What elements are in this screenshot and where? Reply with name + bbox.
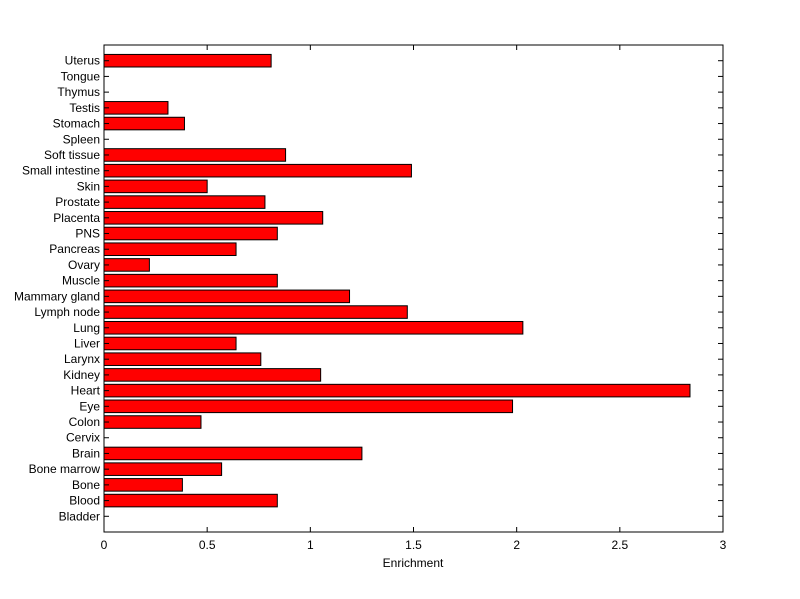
bar: [103, 179, 208, 194]
y-tick-label: Small intestine: [22, 164, 100, 178]
y-tick-label: PNS: [75, 227, 100, 241]
y-tick-label: Uterus: [65, 54, 100, 68]
y-tick-label: Thymus: [57, 85, 100, 99]
bar: [103, 148, 287, 162]
bar: [103, 211, 324, 225]
bar: [103, 289, 351, 304]
bar: [103, 462, 223, 476]
y-tick-label: Ovary: [68, 258, 100, 272]
bar: [103, 101, 169, 115]
x-axis: 0 0.5 1 1.5 2 2.5 3: [101, 45, 727, 552]
y-tick-label: Colon: [69, 415, 100, 429]
bar: [103, 493, 278, 508]
y-tick-label: Stomach: [53, 117, 100, 131]
y-tick-label: Placenta: [53, 211, 100, 225]
y-tick-label: Liver: [74, 336, 100, 350]
y-tick-label: Cervix: [66, 431, 100, 445]
y-tick-label: Spleen: [63, 132, 100, 146]
bar: [103, 273, 278, 288]
bar: [103, 399, 514, 414]
x-tick-label: 2.5: [611, 538, 628, 552]
bar: [103, 163, 412, 178]
bar: [103, 258, 150, 272]
y-tick-label: Heart: [71, 384, 101, 398]
y-tick-label: Soft tissue: [44, 148, 100, 162]
y-tick-label: Muscle: [62, 274, 100, 288]
x-tick-label: 1: [307, 538, 314, 552]
y-tick-label: Testis: [69, 101, 100, 115]
y-tick-label: Pancreas: [49, 242, 100, 256]
bar: [103, 352, 262, 366]
x-tick-label: 1.5: [405, 538, 422, 552]
bar: [103, 195, 266, 209]
y-tick-label: Bone: [72, 478, 100, 492]
bar: [103, 383, 691, 398]
x-tick-label: 0: [101, 538, 108, 552]
y-tick-label: Eye: [79, 399, 100, 413]
y-tick-label: Skin: [77, 179, 100, 193]
x-tick-label: 3: [720, 538, 727, 552]
bars-layer: [103, 53, 691, 508]
x-tick-label: 0.5: [199, 538, 216, 552]
bar: [103, 53, 272, 68]
y-tick-label: Tongue: [61, 69, 101, 83]
y-tick-label: Brain: [72, 446, 100, 460]
y-tick-label: Kidney: [63, 368, 100, 382]
y-tick-label: Bone marrow: [29, 462, 101, 476]
x-axis-title: Enrichment: [383, 556, 444, 570]
bar: [103, 446, 363, 461]
bar: [103, 242, 237, 257]
y-tick-label: Larynx: [64, 352, 100, 366]
bar: [103, 478, 183, 492]
y-tick-label: Bladder: [59, 509, 100, 523]
bar: [103, 336, 237, 351]
bar: [103, 415, 202, 429]
y-tick-label: Lung: [73, 321, 100, 335]
bar: [103, 116, 185, 131]
y-tick-label: Prostate: [55, 195, 100, 209]
y-tick-label: Blood: [69, 494, 100, 508]
y-tick-label: Mammary gland: [14, 289, 100, 303]
bar: [103, 320, 524, 335]
bar: [103, 305, 408, 319]
bar: [103, 368, 322, 382]
bar: [103, 226, 278, 241]
y-tick-label: Lymph node: [34, 305, 100, 319]
x-tick-label: 2: [513, 538, 520, 552]
